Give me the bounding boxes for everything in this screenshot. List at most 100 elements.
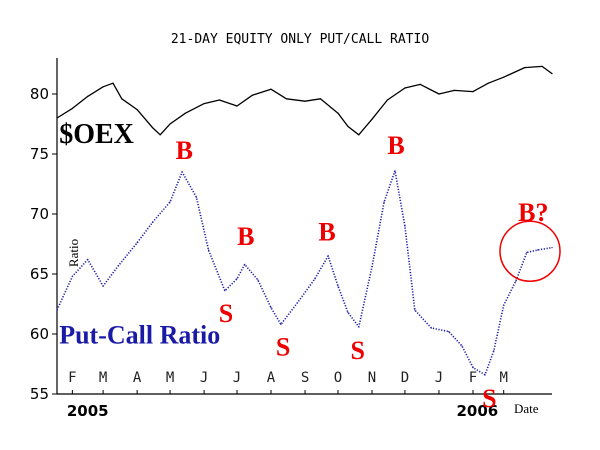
x-axis-label: Date [514, 401, 539, 416]
oex-label: $OEX [59, 119, 134, 150]
y-tick-label: 65 [30, 265, 49, 283]
oex-series-line [56, 65, 553, 136]
put-call-data-point [358, 326, 360, 328]
put-call-data-point [296, 302, 298, 304]
put-call-ratio-label: Put-Call Ratio [59, 321, 220, 350]
put-call-data-point [56, 309, 58, 311]
put-call-data-point [257, 279, 259, 281]
oex-data-point [56, 117, 58, 119]
month-tick-label: M [99, 370, 107, 386]
put-call-data-point [551, 247, 553, 249]
put-call-data-point [136, 242, 138, 244]
oex-data-point [270, 88, 272, 90]
y-ticks: 55 60 65 70 75 80 [30, 85, 57, 403]
put-call-data-point [169, 201, 171, 203]
put-call-data-point [71, 275, 73, 277]
sell-signal-label: S [219, 299, 233, 328]
put-call-data-point [472, 367, 474, 369]
put-call-data-point [394, 170, 396, 172]
put-call-data-point [515, 280, 517, 282]
oex-data-point [541, 65, 543, 67]
put-call-data-point [270, 307, 272, 309]
oex-data-point [112, 82, 114, 84]
put-call-data-point [314, 278, 316, 280]
oex-data-point [87, 95, 89, 97]
put-call-data-point [327, 255, 329, 257]
put-call-data-point [404, 225, 406, 227]
oex-data-point [304, 100, 306, 102]
oex-data-point [487, 82, 489, 84]
sell-signal-label: S [482, 384, 496, 413]
put-call-data-point [347, 311, 349, 313]
put-call-data-point [503, 304, 505, 306]
month-tick-label: F [469, 370, 477, 386]
put-call-data-point [383, 201, 385, 203]
put-call-data-point [448, 331, 450, 333]
y-tick-label: 55 [30, 385, 49, 403]
month-tick-label: A [267, 370, 276, 386]
oex-data-point [159, 134, 161, 136]
buy-signal-label: B [318, 217, 335, 246]
month-tick-label: D [401, 370, 409, 386]
oex-data-point [551, 73, 553, 75]
put-call-data-point [337, 285, 339, 287]
month-tick-label: M [166, 370, 174, 386]
sell-signal-label: S [276, 333, 290, 362]
put-call-data-point [236, 278, 238, 280]
put-call-data-point [181, 171, 183, 173]
y-tick-label: 80 [30, 85, 49, 103]
oex-data-point [524, 67, 526, 69]
put-call-data-point [526, 251, 528, 253]
oex-data-point [472, 91, 474, 93]
sell-signal-label: S [350, 336, 364, 365]
oex-data-point [71, 107, 73, 109]
x-ticks: F M A M J J A S O N D J F M 2005 2006 [67, 370, 508, 420]
oex-data-point [121, 98, 123, 100]
y-tick-label: 75 [30, 145, 49, 163]
month-tick-label: J [233, 370, 241, 386]
month-tick-label: F [68, 370, 76, 386]
oex-data-point [285, 98, 287, 100]
oex-data-point [151, 127, 154, 129]
oex-data-point [184, 112, 186, 114]
put-call-data-point [117, 265, 120, 267]
oex-data-point [319, 98, 321, 100]
put-call-data-point [537, 249, 539, 251]
oex-data-point [347, 125, 349, 127]
month-tick-label: M [499, 370, 507, 386]
y-tick-label: 70 [30, 205, 49, 223]
oex-data-point [358, 134, 360, 136]
put-call-data-point [87, 259, 89, 261]
put-call-data-point [244, 263, 246, 265]
axes [56, 58, 552, 395]
put-call-data-point [430, 327, 432, 329]
oex-data-point [218, 99, 220, 101]
oex-data-point [386, 99, 388, 101]
oex-data-point [404, 87, 406, 89]
highlight-circle [499, 220, 561, 282]
put-call-data-point [195, 196, 197, 198]
put-call-data-point [493, 350, 495, 352]
month-tick-label: S [301, 370, 309, 386]
month-tick-label: A [133, 370, 142, 386]
put-call-data-point [151, 221, 154, 223]
oex-data-point [503, 76, 505, 78]
buy-signal-label: B [237, 222, 254, 251]
month-tick-label: J [435, 370, 443, 386]
y-axis-label: Ratio [66, 239, 81, 267]
put-call-data-point [280, 323, 282, 325]
put-call-data-point [207, 249, 210, 251]
year-label: 2006 [456, 402, 498, 420]
put-call-data-point [484, 374, 486, 376]
chart-title: 21-DAY EQUITY ONLY PUT/CALL RATIO [171, 32, 429, 47]
oex-data-point [371, 118, 373, 120]
oex-data-point [169, 123, 171, 125]
oex-data-point [203, 103, 205, 105]
put-call-data-point [102, 285, 104, 287]
month-tick-label: J [200, 370, 208, 386]
oex-data-point [438, 93, 440, 95]
oex-data-point [337, 112, 339, 114]
oex-data-point [236, 105, 238, 107]
